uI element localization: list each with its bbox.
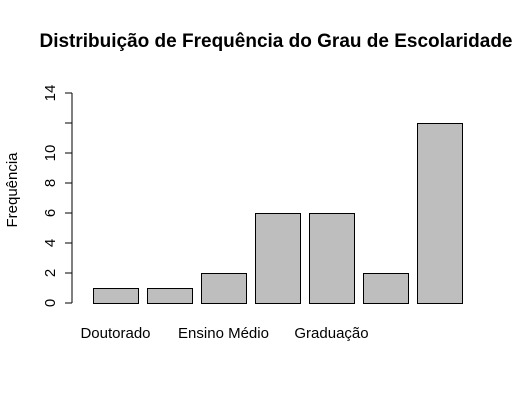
category-labels: Doutorado Ensino Médio Graduação [80, 325, 368, 342]
y-tick-label: 14 [42, 85, 59, 102]
x-category-label: Graduação [294, 325, 368, 342]
y-tick-label: 0 [42, 299, 59, 307]
y-axis-label: Frequência [4, 152, 21, 228]
bar [93, 288, 139, 304]
bars [93, 123, 463, 304]
bar [255, 213, 301, 304]
bar [201, 273, 247, 304]
bar [147, 288, 193, 304]
y-tick-label: 6 [42, 209, 59, 217]
bar [363, 273, 409, 304]
y-tick-label: 10 [42, 145, 59, 162]
y-tick-label: 8 [42, 179, 59, 187]
x-category-label: Doutorado [80, 325, 150, 342]
chart-title: Distribuição de Frequência do Grau de Es… [39, 31, 512, 52]
x-category-label: Ensino Médio [178, 325, 269, 342]
bar [417, 123, 463, 304]
y-axis: 0 2 4 6 8 10 14 [42, 85, 73, 307]
bar [309, 213, 355, 304]
y-tick-label: 4 [42, 239, 59, 247]
y-tick-label: 2 [42, 269, 59, 277]
